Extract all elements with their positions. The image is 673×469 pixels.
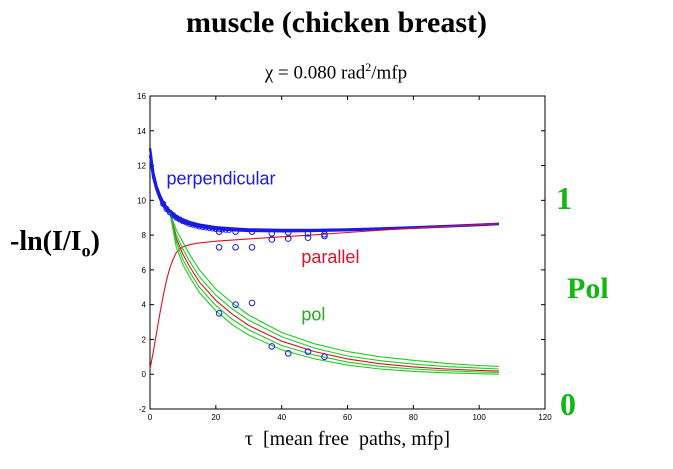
- data-point-pol: [321, 353, 328, 361]
- right-axis-bottom-label: 0: [560, 386, 576, 422]
- perpendicular-curve-marker: [219, 226, 226, 233]
- perpendicular-curve-marker: [183, 219, 190, 226]
- data-point-pol: [232, 301, 239, 308]
- chart-title: muscle (chicken breast): [185, 6, 488, 39]
- perpendicular-curve-marker: [199, 223, 206, 230]
- tau-symbol: τ: [244, 428, 253, 450]
- x-tick-label: 80: [409, 413, 418, 422]
- series-line-pol-2: [169, 212, 499, 370]
- x-axis-label: τ [mean free paths, mfp]: [150, 428, 545, 451]
- y-axis-label: -ln(I/Io): [10, 226, 100, 262]
- data-point-perpendicular: [232, 228, 239, 235]
- y-tick-label: 2: [142, 335, 147, 344]
- data-point-pol: [284, 350, 292, 357]
- perpendicular-curve-marker: [202, 224, 210, 231]
- subtitle-unit: /mfp: [371, 62, 408, 84]
- annotation-pol: pol: [301, 304, 325, 324]
- perpendicular-curve-marker: [179, 218, 186, 225]
- data-point-parallel: [304, 234, 312, 242]
- x-axis-label-text: [mean free paths, mfp]: [252, 428, 451, 450]
- perpendicular-curve-marker: [196, 223, 203, 230]
- annotation-parallel: parallel: [301, 247, 359, 267]
- data-point-perpendicular: [304, 230, 312, 237]
- x-tick-label: 100: [472, 413, 486, 422]
- chi-symbol: χ: [264, 62, 274, 84]
- data-point-pol: [304, 348, 312, 355]
- y-tick-label: 12: [137, 162, 146, 171]
- series-line-perpendicular-2: [148, 154, 499, 233]
- perpendicular-curve-marker: [216, 226, 223, 233]
- annotation-perpendicular: perpendicular: [166, 169, 275, 189]
- y-tick-label: 16: [137, 92, 146, 101]
- perpendicular-curve-marker: [173, 214, 180, 221]
- x-tick-label: 40: [277, 413, 286, 422]
- data-point-parallel: [268, 236, 276, 243]
- right-axis-top-label: 1: [556, 180, 572, 216]
- y-tick-label: 4: [142, 301, 147, 310]
- y-axis-label-close: ): [90, 226, 100, 257]
- x-tick-label: 120: [538, 413, 552, 422]
- series-line-pol-1: [169, 212, 499, 367]
- data-point-parallel: [215, 243, 223, 251]
- perpendicular-curve-marker: [176, 216, 183, 223]
- series-line-pol-3: [169, 212, 499, 372]
- y-axis-label-sub: o: [81, 240, 91, 261]
- x-tick-label: 0: [148, 413, 153, 422]
- perpendicular-curve-marker: [206, 224, 213, 232]
- perpendicular-curve-marker: [163, 205, 170, 213]
- y-tick-label: 10: [137, 196, 146, 205]
- subtitle-value: = 0.080 rad: [273, 62, 366, 84]
- y-tick-label: 0: [142, 370, 147, 379]
- chart-subtitle: χ = 0.080 rad2/mfp: [0, 60, 673, 84]
- y-axis-label-main: -ln(I/I: [10, 226, 82, 257]
- perpendicular-curve-marker: [193, 222, 200, 229]
- perpendicular-curve-marker: [209, 225, 216, 232]
- data-point-pol: [248, 299, 256, 307]
- data-point-parallel: [232, 243, 239, 251]
- data-point-pol: [215, 310, 223, 317]
- x-tick-label: 20: [211, 413, 220, 422]
- perpendicular-curve-marker: [160, 200, 167, 207]
- x-tick-label: 60: [343, 413, 352, 422]
- series-line-parallel: [149, 223, 499, 370]
- data-point-perpendicular: [215, 228, 223, 235]
- subtitle-exponent: 2: [365, 60, 372, 74]
- y-tick-label: 6: [142, 266, 147, 275]
- series-line-pol-4: [169, 212, 499, 374]
- data-point-perpendicular: [248, 228, 256, 235]
- series-line-pol-5: [169, 212, 499, 375]
- right-axis-label: Pol: [567, 272, 609, 305]
- y-tick-label: 8: [142, 231, 147, 240]
- y-tick-label: -2: [139, 405, 147, 414]
- data-point-parallel: [321, 232, 328, 240]
- perpendicular-curve-marker: [222, 226, 229, 233]
- perpendicular-curve-marker: [186, 220, 193, 227]
- data-point-parallel: [284, 235, 292, 242]
- y-tick-label: 14: [137, 127, 146, 136]
- perpendicular-curve-marker: [189, 221, 196, 228]
- series-line-perpendicular: [148, 148, 499, 232]
- data-point-parallel: [248, 243, 256, 251]
- data-point-pol: [268, 343, 276, 350]
- perpendicular-curve-marker: [225, 226, 233, 234]
